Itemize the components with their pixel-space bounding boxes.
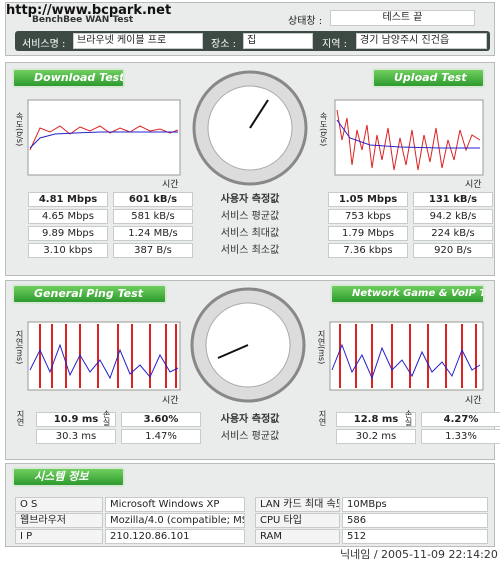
download-graph: [27, 99, 181, 176]
system-cell: 10MBps: [342, 497, 488, 512]
value-cell: 920 B/s: [413, 243, 493, 258]
system-cell: Microsoft Windows XP: [105, 497, 245, 512]
row-label: 서비스 평균값: [220, 431, 280, 442]
value-cell: 30.3 ms: [36, 429, 116, 444]
value-cell: 30.2 ms: [336, 429, 416, 444]
upload-trace: [336, 109, 481, 171]
system-cell: RAM: [255, 529, 340, 544]
service-label: 서비스명 :: [22, 39, 66, 50]
value-cell: 9.89 Mbps: [28, 226, 108, 241]
system-cell: 210.120.86.101: [105, 529, 245, 544]
upload-avg: [336, 119, 480, 149]
system-cell: 웹브라우저: [15, 513, 103, 528]
speed-needle: [249, 99, 269, 129]
system-cell: O S: [15, 497, 103, 512]
download-x-label: 시간: [162, 180, 179, 190]
value-cell: 131 kB/s: [413, 192, 493, 207]
value-cell: 1.24 MB/s: [113, 226, 193, 241]
place-label: 장소 :: [211, 39, 236, 50]
value-cell: 1.05 Mbps: [328, 192, 408, 207]
value-cell: 10.9 ms: [36, 412, 116, 427]
system-cell: 586: [342, 513, 488, 528]
app-title: BenchBee WAN Test: [32, 15, 134, 25]
service: 브라우넷 케이블 프로: [73, 33, 203, 49]
delay-label: 지연: [16, 410, 25, 426]
loss-label: 손실: [102, 410, 111, 426]
row-label: 서비스 평균값: [220, 211, 280, 222]
value-cell: 4.65 Mbps: [28, 209, 108, 224]
system-cell: Mozilla/4.0 (compatible; MSIE: [105, 513, 245, 528]
ping-y-label: 지연(ms): [15, 330, 24, 365]
system-title: 시스템 정보: [12, 467, 125, 487]
ping-graph: [27, 321, 181, 391]
value-cell: 581 kB/s: [113, 209, 193, 224]
loss-label: 손실: [404, 410, 413, 426]
value-cell: 3.60%: [121, 412, 201, 427]
system-cell: CPU 타입: [255, 513, 340, 528]
row-label: 서비스 최대값: [220, 228, 280, 239]
value-cell: 12.8 ms: [336, 412, 416, 427]
upload-graph: [334, 99, 484, 176]
region-label: 지역 :: [322, 39, 347, 50]
game-loss: [339, 324, 477, 388]
upload-y-label: 속도(b/s): [319, 112, 328, 147]
system-cell: 512: [342, 529, 488, 544]
value-cell: 3.10 kbps: [28, 243, 108, 258]
ping-needle: [217, 344, 249, 359]
footer: 닉네임 / 2005-11-09 22:14:20: [340, 548, 498, 561]
game-title: Network Game & VoIP Test: [330, 284, 485, 304]
system-cell: I P: [15, 529, 103, 544]
value-cell: 1.33%: [421, 429, 500, 444]
place: 집: [243, 33, 313, 49]
value-cell: 4.81 Mbps: [28, 192, 108, 207]
game-trace: [331, 343, 481, 380]
ping-x-label: 시간: [162, 396, 179, 406]
value-cell: 224 kB/s: [413, 226, 493, 241]
value-cell: 387 B/s: [113, 243, 193, 258]
download-avg: [29, 131, 178, 149]
ping-title: General Ping Test: [12, 284, 167, 304]
value-cell: 753 kbps: [328, 209, 408, 224]
value-cell: 94.2 kB/s: [413, 209, 493, 224]
value-cell: 7.36 kbps: [328, 243, 408, 258]
upload-title: Upload Test: [372, 68, 485, 88]
download-y-label: 속도(b/s): [15, 112, 24, 147]
row-label: 서비스 최소값: [220, 245, 280, 256]
ping-trace: [29, 343, 179, 380]
upload-x-label: 시간: [465, 180, 482, 190]
value-cell: 1.79 Mbps: [328, 226, 408, 241]
watermark: http://www.bcpark.net: [6, 3, 172, 18]
download-title: Download Test: [12, 68, 125, 88]
game-x-label: 시간: [465, 396, 482, 406]
value-cell: 4.27%: [421, 412, 500, 427]
system-cell: LAN 카드 최대 속도: [255, 497, 340, 512]
download-trace: [29, 125, 179, 151]
value-cell: 601 kB/s: [113, 192, 193, 207]
row-label: 사용자 측정값: [220, 194, 280, 205]
region: 경기 남양주시 진건읍: [356, 33, 487, 49]
status-label: 상태창 :: [288, 16, 323, 27]
status: 테스트 끝: [330, 10, 475, 26]
game-y-label: 지연(ms): [317, 330, 326, 365]
row-label: 사용자 측정값: [220, 414, 280, 425]
delay-label: 지연: [318, 410, 327, 426]
value-cell: 1.47%: [121, 429, 201, 444]
